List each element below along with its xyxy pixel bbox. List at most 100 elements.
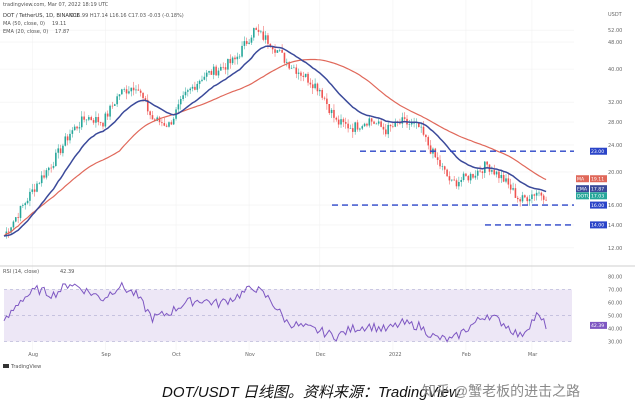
- badge-value-text: 19.11: [591, 176, 604, 182]
- price-tick-label: 24.00: [608, 143, 622, 149]
- candle-body: [354, 122, 356, 132]
- candle-body: [194, 86, 196, 90]
- candle-body: [253, 28, 255, 38]
- candle-body: [288, 61, 290, 69]
- candle-body: [245, 41, 248, 44]
- candle-body: [401, 117, 404, 124]
- candle-body: [76, 126, 78, 129]
- candle-body: [198, 80, 201, 84]
- candle-body: [319, 89, 321, 92]
- level-badge-text: 23.00: [591, 149, 604, 155]
- candle-body: [427, 137, 430, 146]
- candle-body: [500, 174, 503, 179]
- candle-body: [31, 189, 34, 192]
- rsi-tick-label: 80.00: [608, 275, 622, 281]
- candle-body: [330, 109, 333, 114]
- candle-body: [307, 73, 309, 83]
- time-tick-label: Aug: [28, 352, 38, 358]
- ema-legend-label: EMA (20, close, 0): [3, 29, 48, 35]
- price-tick-label: 52.00: [608, 28, 622, 34]
- candle-body: [403, 117, 406, 119]
- time-tick-label: Nov: [245, 352, 255, 358]
- candle-body: [368, 118, 371, 126]
- candle-body: [458, 181, 460, 187]
- candle-body: [311, 84, 314, 89]
- candle-body: [545, 199, 547, 201]
- candle-body: [260, 31, 262, 33]
- candle-body: [486, 161, 488, 165]
- candle-body: [217, 70, 220, 76]
- support-resistance-levels: [332, 150, 574, 226]
- candle-body: [168, 122, 170, 127]
- candle-body: [236, 56, 239, 60]
- rsi-pane: [4, 289, 572, 342]
- candle-body: [460, 179, 463, 182]
- badge-tag: [576, 185, 589, 193]
- candle-body: [309, 82, 312, 85]
- symbol-title: DOT / TetherUS, 1D, BINANCE: [3, 13, 80, 19]
- candle-body: [248, 42, 250, 44]
- rsi-tick-label: 30.00: [608, 340, 622, 346]
- candle-body: [238, 56, 241, 58]
- candle-body: [255, 28, 257, 30]
- candle-body: [385, 129, 387, 135]
- badge-value: [590, 185, 607, 193]
- candle-body: [170, 122, 173, 125]
- price-tick-label: 14.00: [608, 223, 622, 229]
- candle-body: [528, 199, 531, 202]
- badge-value: [590, 175, 607, 183]
- candle-body: [304, 73, 307, 77]
- candle-body: [410, 123, 413, 125]
- candle-body: [271, 46, 274, 50]
- rsi-tick-label: 50.00: [608, 314, 622, 320]
- candle-body: [165, 125, 168, 127]
- candle-body: [205, 72, 208, 77]
- level-badge: [590, 147, 607, 155]
- candle-body: [507, 178, 510, 185]
- candle-body: [95, 117, 97, 123]
- candle-body: [250, 37, 253, 43]
- candle-body: [443, 166, 446, 170]
- candle-body: [182, 95, 184, 100]
- candle-body: [196, 83, 199, 90]
- candle-body: [370, 118, 373, 122]
- rsi-legend-label: RSI (14, close): [3, 269, 39, 275]
- candle-body: [425, 134, 427, 138]
- candle-body: [382, 126, 385, 130]
- candle-body: [491, 170, 493, 172]
- candle-body: [59, 148, 62, 154]
- candle-body: [297, 72, 300, 74]
- candle-body: [521, 195, 524, 202]
- price-tick-label: 40.00: [608, 67, 622, 73]
- price-tick-label: 48.00: [608, 40, 622, 46]
- candle-body: [38, 183, 41, 184]
- rsi-line: [3, 281, 547, 343]
- candle-body: [542, 195, 545, 200]
- price-axis: [576, 0, 635, 262]
- candle-body: [227, 58, 229, 70]
- candle-body: [113, 104, 116, 106]
- candle-body: [97, 117, 100, 123]
- badge-value-text: 17.03: [591, 194, 604, 200]
- candle-body: [191, 86, 194, 89]
- candle-body: [33, 189, 36, 192]
- level-badge-text: 16.00: [591, 203, 604, 209]
- candle-body: [290, 67, 293, 69]
- candle-body: [387, 124, 389, 135]
- time-tick-label: Feb: [462, 352, 471, 358]
- candle-body: [184, 91, 187, 96]
- candle-body: [524, 195, 526, 198]
- badge-value: [590, 192, 607, 200]
- candle-body: [24, 203, 27, 206]
- candle-body: [19, 205, 22, 218]
- candle-body: [208, 71, 210, 73]
- candle-body: [130, 87, 133, 92]
- candle-body: [276, 50, 279, 53]
- candle-body: [538, 192, 540, 194]
- caption: DOT/USDT 日线图。资料来源：TradingView 知乎 @蟹老板的进击…: [0, 377, 635, 405]
- candle-body: [286, 61, 288, 63]
- candle-body: [66, 136, 69, 141]
- candle-body: [243, 41, 246, 46]
- price-tick-label: 20.00: [608, 170, 622, 176]
